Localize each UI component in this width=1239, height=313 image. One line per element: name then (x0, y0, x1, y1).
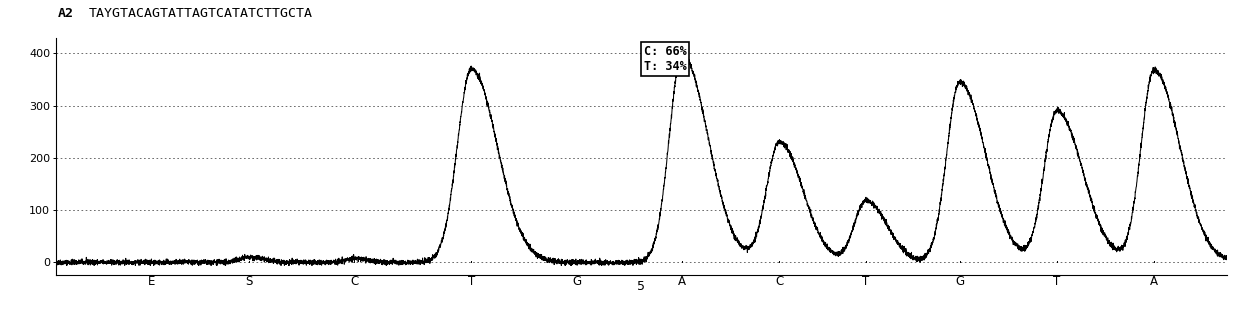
Text: G: G (955, 275, 964, 288)
Text: C: 66%
T: 34%: C: 66% T: 34% (643, 45, 686, 73)
Text: C: C (776, 275, 783, 288)
Text: TAYGTACAGTATTAGTCATATCTTGCTA: TAYGTACAGTATTAGTCATATCTTGCTA (88, 7, 312, 20)
Text: G: G (572, 275, 581, 288)
Text: A: A (1150, 275, 1158, 288)
Text: T: T (468, 275, 475, 288)
Text: S: S (245, 275, 253, 288)
Text: A2: A2 (58, 7, 74, 20)
Text: T: T (862, 275, 870, 288)
Text: E: E (149, 275, 155, 288)
Text: T: T (1053, 275, 1061, 288)
Text: 5: 5 (637, 280, 646, 293)
Text: A: A (678, 275, 686, 288)
Text: C: C (351, 275, 358, 288)
